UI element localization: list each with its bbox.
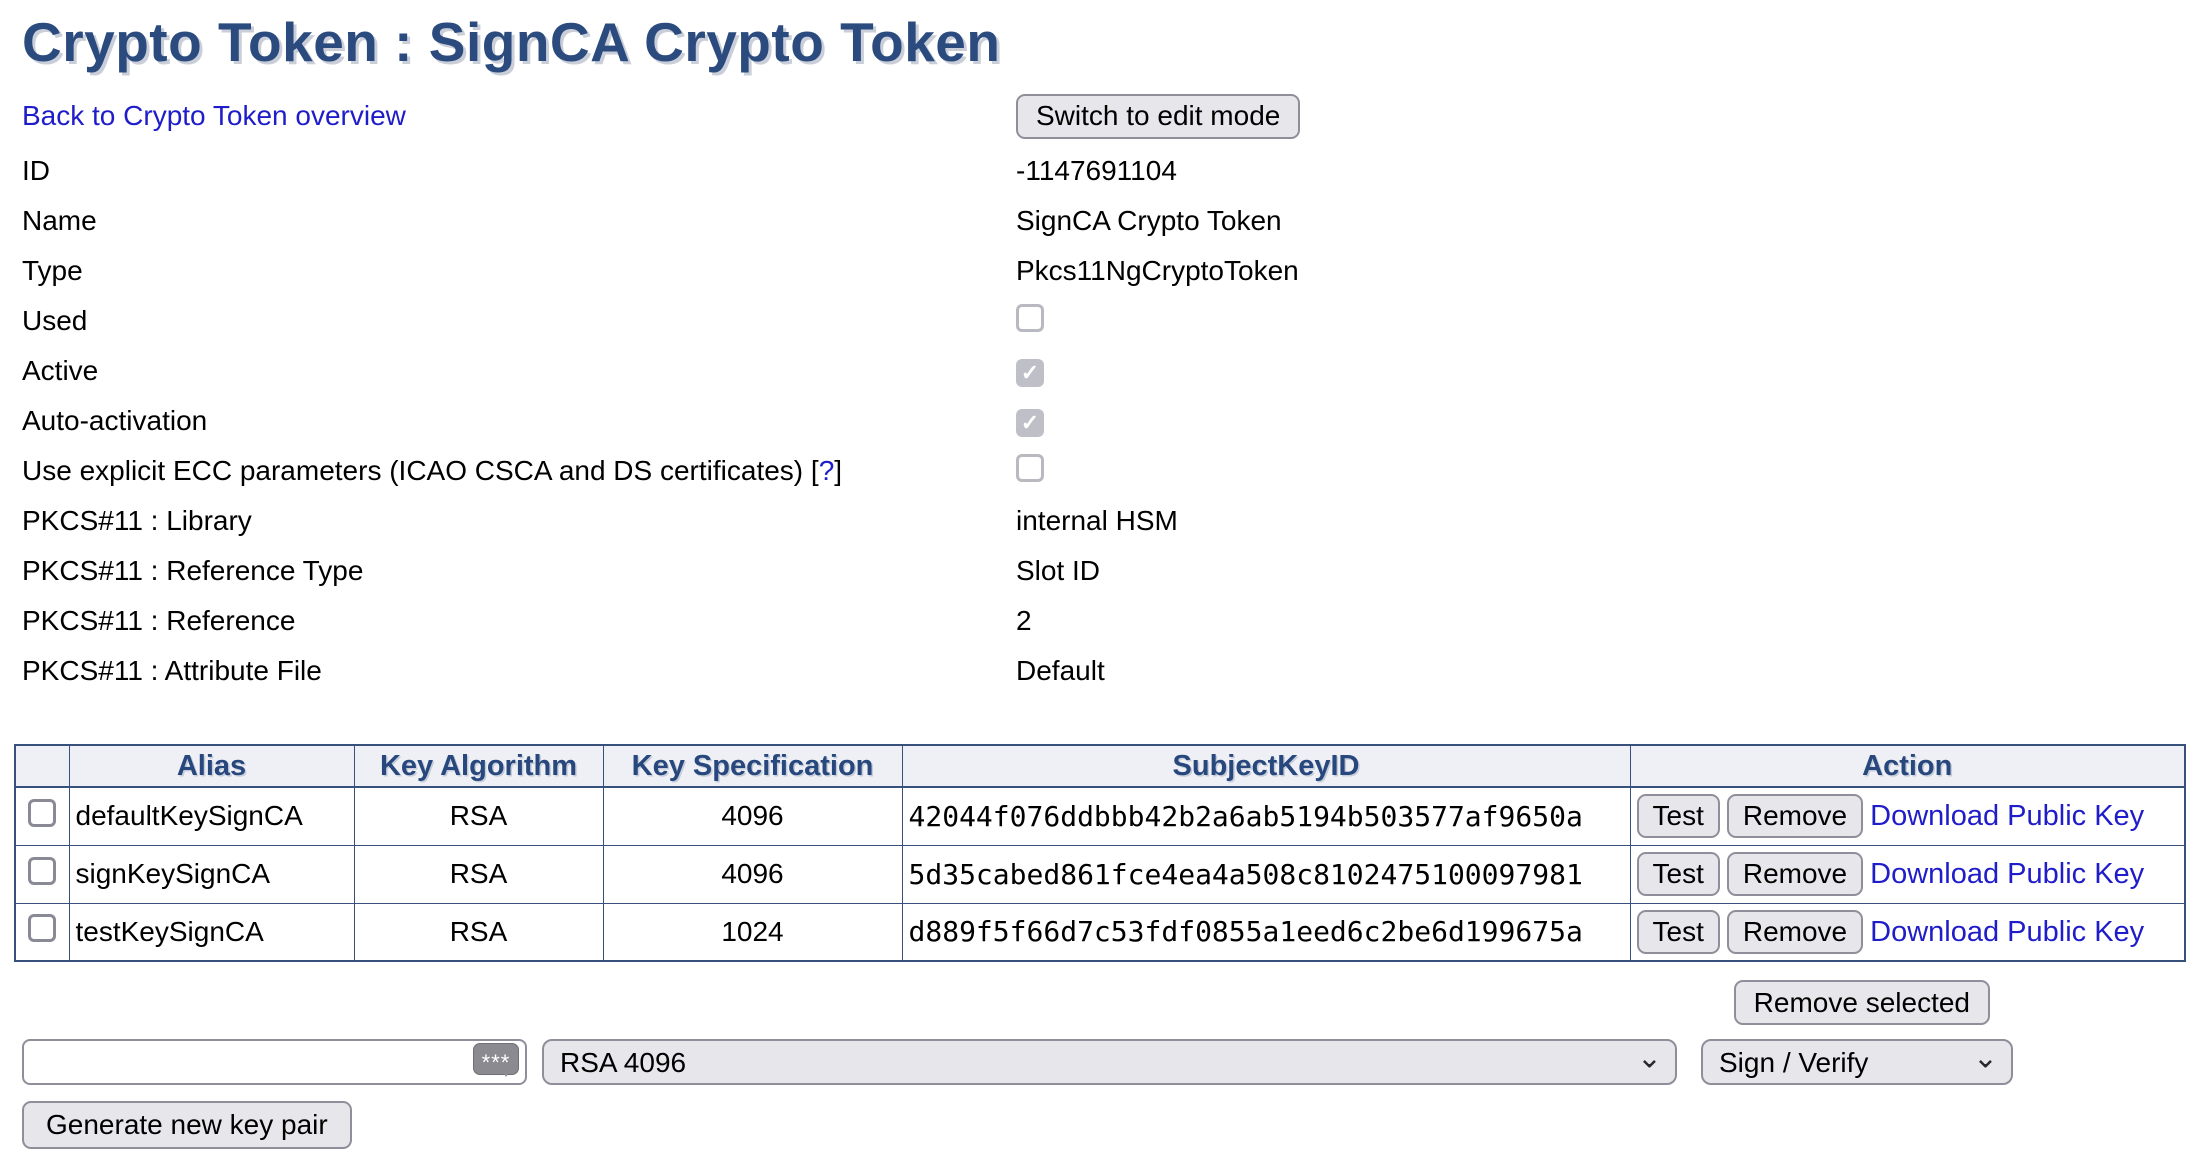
key-subjectkeyid: d889f5f66d7c53fdf0855a1eed6c2be6d199675a <box>901 902 1631 962</box>
detail-checkbox: ✓ <box>1016 453 1044 482</box>
detail-label: Type <box>22 255 83 286</box>
key-row: testKeySignCA RSA 1024 d889f5f66d7c53fdf… <box>14 902 2186 962</box>
remove-button[interactable]: Remove <box>1726 794 1864 839</box>
detail-row: Auto-activation ✓ <box>14 396 2198 446</box>
detail-label: Name <box>22 205 97 236</box>
key-row: defaultKeySignCA RSA 4096 42044f076ddbbb… <box>14 786 2186 846</box>
details-list: ID -1147691104 Name SignCA Crypto Token … <box>14 146 2198 696</box>
download-public-key-link[interactable]: Download Public Key <box>1870 915 2145 948</box>
detail-checkbox: ✓ <box>1016 409 1044 437</box>
key-select-checkbox[interactable] <box>28 856 57 885</box>
detail-label: Active <box>22 355 99 386</box>
test-button[interactable]: Test <box>1636 909 1720 954</box>
detail-label: Auto-activation <box>22 405 208 436</box>
help-close-bracket: ] <box>834 455 843 486</box>
remove-button[interactable]: Remove <box>1726 909 1864 954</box>
detail-value: -1147691104 <box>1016 155 1177 186</box>
key-table-body: defaultKeySignCA RSA 4096 42044f076ddbbb… <box>14 786 2186 962</box>
key-subjectkeyid: 5d35cabed861fce4ea4a508c8102475100097981 <box>901 844 1631 904</box>
detail-label: PKCS#11 : Reference <box>22 605 296 636</box>
detail-value: Default <box>1016 655 1105 686</box>
alias-column-header: Alias <box>68 744 355 788</box>
detail-value: Slot ID <box>1016 555 1101 586</box>
detail-label: PKCS#11 : Library <box>22 505 252 536</box>
select-column-header <box>14 744 70 788</box>
detail-row: PKCS#11 : Reference Type Slot ID <box>14 546 2198 596</box>
key-select-checkbox[interactable] <box>28 798 57 827</box>
key-spec: 4096 <box>602 844 903 904</box>
download-public-key-link[interactable]: Download Public Key <box>1870 858 2145 890</box>
key-pair-table: Alias Key Algorithm Key Specification Su… <box>14 744 2186 962</box>
key-table-header-row: Alias Key Algorithm Key Specification Su… <box>14 744 2186 788</box>
switch-to-edit-mode-button[interactable]: Switch to edit mode <box>1016 93 1301 139</box>
key-spec-select-wrap: RSA 4096 ⌄ <box>542 1039 1677 1085</box>
detail-row: ID -1147691104 <box>14 146 2198 196</box>
key-algorithm: RSA <box>353 786 604 846</box>
download-public-key-link[interactable]: Download Public Key <box>1870 800 2145 833</box>
page-title: Crypto Token : SignCA Crypto Token <box>22 11 1001 73</box>
algorithm-column-header: Key Algorithm <box>353 744 604 788</box>
detail-checkbox: ✓ <box>1016 303 1044 332</box>
detail-value: 2 <box>1016 605 1032 636</box>
key-row: signKeySignCA RSA 4096 5d35cabed861fce4e… <box>14 844 2186 904</box>
check-icon: ✓ <box>1020 410 1040 435</box>
generate-controls: *** RSA 4096 ⌄ Sign / Verify ⌄ <box>14 1039 2198 1085</box>
key-algorithm: RSA <box>353 844 604 904</box>
test-button[interactable]: Test <box>1636 794 1720 839</box>
test-button[interactable]: Test <box>1636 852 1720 896</box>
remove-button[interactable]: Remove <box>1726 852 1864 896</box>
detail-label: PKCS#11 : Attribute File <box>22 655 322 686</box>
password-assist-bubble-icon: *** <box>473 1043 519 1077</box>
detail-label: Use explicit ECC parameters (ICAO CSCA a… <box>22 455 804 486</box>
help-link[interactable]: ? <box>818 455 835 486</box>
detail-checkbox: ✓ <box>1016 359 1044 387</box>
key-select-checkbox[interactable] <box>28 914 57 943</box>
detail-label: Used <box>22 305 88 336</box>
detail-label: ID <box>22 155 50 186</box>
action-column-header: Action <box>1629 744 2186 788</box>
detail-label: PKCS#11 : Reference Type <box>22 555 364 586</box>
generate-row: Generate new key pair <box>14 1101 2198 1149</box>
detail-row: PKCS#11 : Library internal HSM <box>14 496 2198 546</box>
detail-value: SignCA Crypto Token <box>1016 205 1282 236</box>
new-key-alias-input[interactable] <box>22 1039 527 1085</box>
key-spec-select[interactable]: RSA 4096 <box>542 1039 1677 1085</box>
detail-row: Active ✓ <box>14 346 2198 396</box>
top-bar: Back to Crypto Token overview Switch to … <box>14 88 2198 144</box>
generate-new-key-pair-button[interactable]: Generate new key pair <box>22 1101 352 1149</box>
detail-row: Type Pkcs11NgCryptoToken <box>14 246 2198 296</box>
remove-selected-button[interactable]: Remove selected <box>1733 980 1990 1025</box>
detail-row: PKCS#11 : Reference 2 <box>14 596 2198 646</box>
spec-column-header: Key Specification <box>602 744 903 788</box>
key-alias: testKeySignCA <box>68 902 355 962</box>
key-subjectkeyid: 42044f076ddbbb42b2a6ab5194b503577af9650a <box>901 786 1631 846</box>
new-key-alias-wrap: *** <box>22 1039 527 1085</box>
detail-value: internal HSM <box>1016 505 1178 536</box>
key-usage-select[interactable]: Sign / Verify <box>1701 1039 2013 1085</box>
key-spec: 4096 <box>602 786 903 846</box>
detail-help: [?] <box>803 455 842 486</box>
detail-row: Name SignCA Crypto Token <box>14 196 2198 246</box>
detail-row: Use explicit ECC parameters (ICAO CSCA a… <box>14 446 2198 496</box>
skid-column-header: SubjectKeyID <box>901 744 1631 788</box>
key-alias: defaultKeySignCA <box>68 786 355 846</box>
detail-value: Pkcs11NgCryptoToken <box>1016 255 1299 286</box>
detail-row: PKCS#11 : Attribute File Default <box>14 646 2198 696</box>
check-icon: ✓ <box>1020 360 1040 385</box>
key-spec: 1024 <box>602 902 903 962</box>
detail-row: Used ✓ <box>14 296 2198 346</box>
help-open-bracket: [ <box>810 455 819 486</box>
remove-selected-row: Remove selected <box>14 980 1990 1025</box>
key-alias: signKeySignCA <box>68 844 355 904</box>
key-usage-select-wrap: Sign / Verify ⌄ <box>1701 1039 2013 1085</box>
key-algorithm: RSA <box>353 902 604 962</box>
back-to-overview-link[interactable]: Back to Crypto Token overview <box>22 100 406 131</box>
